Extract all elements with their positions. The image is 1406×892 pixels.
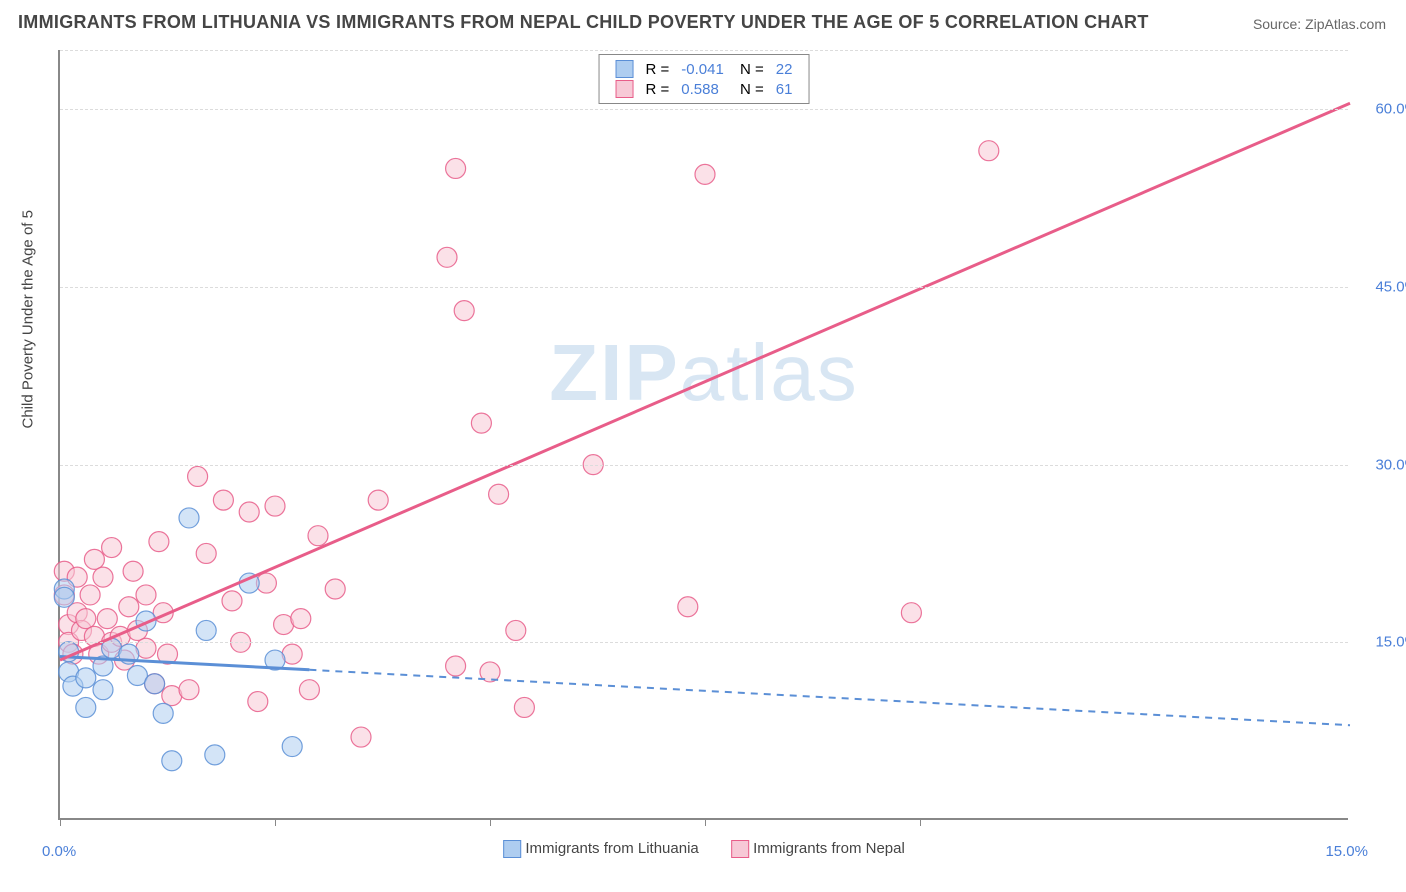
swatch-nepal	[616, 80, 634, 98]
correlation-legend: R = -0.041 N = 22 R = 0.588 N = 61	[599, 54, 810, 104]
n-value-nepal: 61	[770, 79, 799, 99]
gridline	[60, 50, 1348, 51]
x-tick	[275, 818, 276, 826]
r-value-lithuania: -0.041	[675, 59, 730, 79]
chart-canvas	[60, 50, 1348, 818]
gridline	[60, 287, 1348, 288]
r-value-nepal: 0.588	[675, 79, 730, 99]
swatch-lithuania-icon	[503, 840, 521, 858]
swatch-nepal-icon	[731, 840, 749, 858]
legend-label-lithuania: Immigrants from Lithuania	[525, 840, 698, 857]
legend-item-lithuania: Immigrants from Lithuania	[503, 840, 699, 858]
x-tick	[705, 818, 706, 826]
legend-label-nepal: Immigrants from Nepal	[753, 840, 905, 857]
y-tick-label: 45.0%	[1375, 278, 1406, 295]
legend-item-nepal: Immigrants from Nepal	[731, 840, 905, 858]
legend-row-lithuania: R = -0.041 N = 22	[610, 59, 799, 79]
y-tick-label: 15.0%	[1375, 634, 1406, 651]
y-axis-label: Child Poverty Under the Age of 5	[20, 210, 37, 428]
y-tick-label: 30.0%	[1375, 456, 1406, 473]
series-legend: Immigrants from Lithuania Immigrants fro…	[489, 840, 919, 858]
x-tick	[920, 818, 921, 826]
gridline	[60, 642, 1348, 643]
n-value-lithuania: 22	[770, 59, 799, 79]
x-axis-min-label: 0.0%	[42, 843, 76, 860]
legend-row-nepal: R = 0.588 N = 61	[610, 79, 799, 99]
y-tick-label: 60.0%	[1375, 101, 1406, 118]
x-tick	[60, 818, 61, 826]
swatch-lithuania	[616, 60, 634, 78]
chart-title: IMMIGRANTS FROM LITHUANIA VS IMMIGRANTS …	[18, 12, 1149, 33]
x-tick	[490, 818, 491, 826]
plot-area: ZIPatlas R = -0.041 N = 22 R = 0.588 N =…	[58, 50, 1348, 820]
x-axis-max-label: 15.0%	[1325, 843, 1368, 860]
gridline	[60, 109, 1348, 110]
gridline	[60, 465, 1348, 466]
source-attribution: Source: ZipAtlas.com	[1253, 16, 1386, 32]
